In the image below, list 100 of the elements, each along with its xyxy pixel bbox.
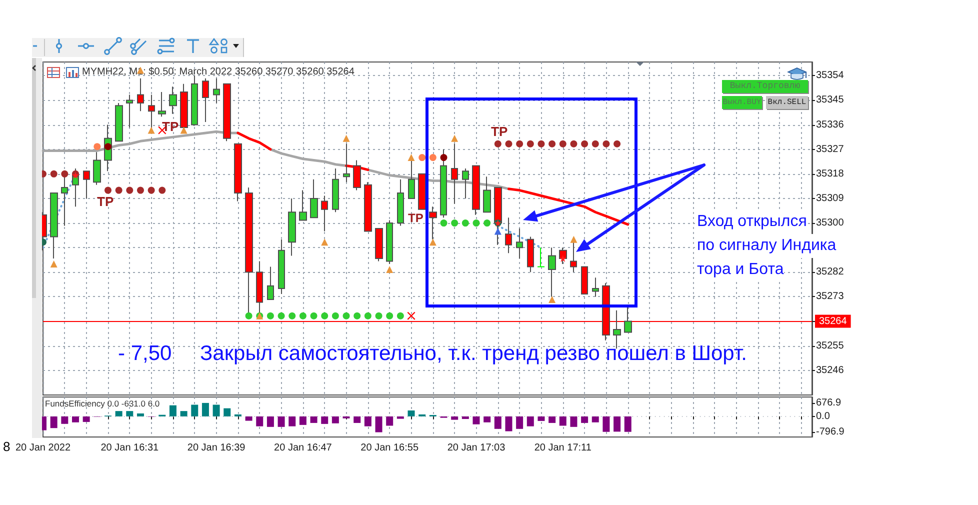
point	[104, 143, 112, 150]
bar	[245, 416, 252, 421]
bar	[310, 416, 318, 423]
candlestick	[343, 143, 350, 183]
annotation: тора и Бота	[697, 258, 784, 282]
bar	[288, 416, 296, 426]
candlestick	[202, 78, 209, 123]
point	[321, 312, 328, 320]
point	[342, 312, 350, 320]
y-tick-label: 35309	[816, 192, 844, 204]
bar	[278, 416, 285, 427]
point	[386, 266, 394, 273]
x-tick-label: 20 Jan 17:11	[534, 442, 592, 454]
bar	[61, 416, 68, 424]
y-tick-label: 35255	[816, 340, 844, 352]
y-tick-label: 676.9	[816, 398, 842, 408]
bar	[570, 416, 578, 427]
y-tick-label: 35345	[816, 94, 844, 106]
bar	[115, 411, 122, 416]
annotation: TP	[408, 211, 424, 225]
point	[158, 186, 166, 194]
bar	[136, 413, 144, 416]
candlestick	[126, 94, 133, 128]
bar	[169, 405, 176, 416]
candlestick	[505, 217, 512, 254]
bar	[516, 416, 524, 429]
point	[126, 186, 134, 194]
candlestick	[581, 266, 588, 295]
candlestick	[321, 195, 328, 232]
point	[148, 126, 155, 134]
point	[472, 220, 480, 227]
candlestick	[288, 198, 296, 256]
bar	[82, 416, 90, 422]
bar	[364, 416, 372, 426]
bar	[256, 416, 264, 426]
bar	[602, 416, 610, 432]
point	[526, 140, 534, 148]
chart-title: FundsEfficiency 0.0 -631.0 6.0	[45, 398, 160, 408]
bar	[180, 411, 188, 416]
point	[375, 312, 382, 320]
bar	[354, 416, 361, 423]
annotation: Вход открылся	[697, 210, 807, 234]
point	[266, 312, 274, 320]
bar	[386, 416, 394, 426]
candlestick	[278, 238, 285, 295]
bar	[581, 416, 588, 423]
bar	[526, 416, 534, 426]
annotation: TP	[162, 119, 179, 135]
candlestick	[483, 176, 491, 213]
bar	[505, 416, 512, 432]
point	[614, 140, 621, 148]
candlestick	[613, 310, 621, 350]
bar	[266, 416, 274, 427]
point	[538, 140, 545, 148]
bar	[548, 416, 556, 423]
point	[310, 312, 318, 320]
bar	[191, 404, 198, 416]
candlestick	[592, 277, 599, 298]
candlestick	[50, 192, 58, 260]
candlestick	[364, 182, 372, 232]
bar	[202, 402, 209, 416]
candlestick	[137, 78, 144, 112]
point	[570, 236, 578, 243]
point	[548, 296, 556, 303]
y-tick-label: -796.9	[816, 426, 845, 438]
candlestick	[115, 102, 123, 142]
bar	[559, 416, 566, 426]
y-tick-label: 35246	[816, 364, 844, 376]
point	[148, 186, 155, 194]
bar	[494, 416, 502, 429]
point	[104, 186, 112, 194]
point	[581, 140, 588, 148]
button: Выкл.Торговлю	[722, 80, 808, 93]
bar	[375, 416, 382, 432]
ref-line-label: 35264	[819, 316, 848, 327]
bar	[50, 416, 58, 428]
candlestick	[213, 78, 220, 104]
point	[115, 186, 122, 194]
point	[386, 312, 394, 320]
bar	[299, 416, 306, 425]
annotation: по сигналу Индика	[697, 234, 836, 258]
annotation: TP	[491, 124, 508, 140]
candlestick	[375, 228, 383, 262]
point	[50, 260, 58, 268]
y-tick-label: 35318	[816, 168, 844, 180]
x-tick-label: 20 Jan 16:47	[274, 442, 332, 454]
point	[396, 312, 404, 320]
x-tick-label: 20 Jan 2022	[15, 442, 71, 454]
bar	[592, 416, 599, 422]
bar	[462, 416, 469, 419]
point	[245, 312, 252, 320]
bar	[332, 416, 339, 424]
point	[364, 312, 372, 320]
point	[602, 140, 610, 148]
point	[494, 228, 502, 235]
candlestick	[462, 168, 469, 199]
candlestick	[93, 152, 101, 186]
point	[451, 220, 458, 227]
point	[354, 312, 361, 320]
annotation: Закрыл самостоятельно, т.к. тренд резво пошел в Шорт.	[200, 341, 747, 366]
